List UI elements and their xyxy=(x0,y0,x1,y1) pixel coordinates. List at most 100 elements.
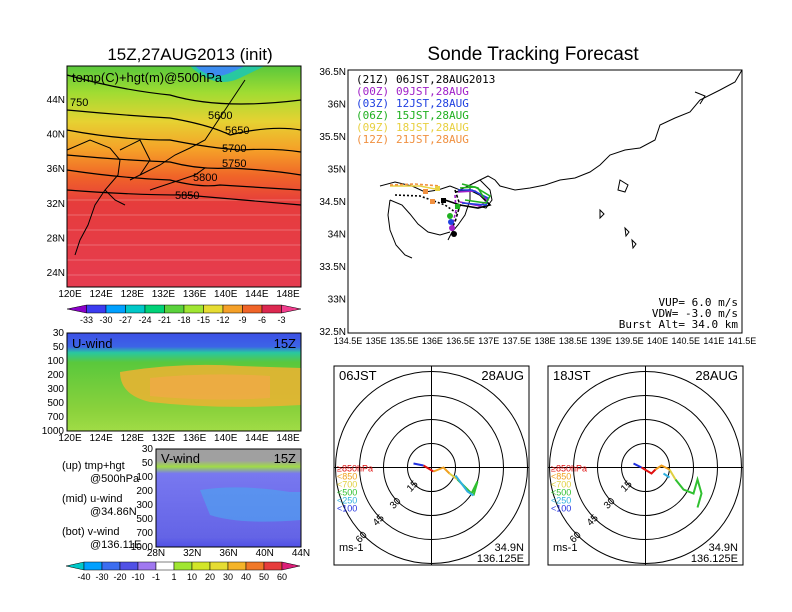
hodograph-unit: ms-1 xyxy=(553,542,577,554)
lon-tick: 137E xyxy=(478,336,499,346)
contour-labels: 750 5600 5650 5700 5750 5800 5850 xyxy=(70,97,249,202)
lat-tick: 32N xyxy=(47,199,65,210)
lon-tick: 139.5E xyxy=(615,336,644,346)
note-line: (up) tmp+hgt xyxy=(62,460,125,472)
lon-tick: 132E xyxy=(152,433,176,444)
colorbar-label: -15 xyxy=(197,315,210,325)
lon-tick: 144E xyxy=(245,433,269,444)
lat-tick: 35N xyxy=(328,165,346,176)
lon-tick: 140E xyxy=(214,433,238,444)
lon-tick: 135E xyxy=(366,336,387,346)
launch-date: 06JST,28AUG2013 xyxy=(396,73,495,86)
colorbar-label: -30 xyxy=(99,315,112,325)
colorbar-swatch xyxy=(155,561,175,571)
level-legend-entry: <100 xyxy=(551,504,571,514)
lon-tick: 136E xyxy=(183,289,207,300)
lon-tick: 120E xyxy=(58,289,82,300)
level-legend-entry: <700 xyxy=(551,480,571,490)
level-legend-entry: <250 xyxy=(551,496,571,506)
colorbar-swatch xyxy=(245,561,265,571)
v-wind-colorbar: -40 -30 -20 -10 -1 1 10 20 30 40 50 60 xyxy=(65,561,301,582)
colorbar-swatch xyxy=(65,561,85,571)
hodograph-trace xyxy=(422,464,435,473)
colorbar-swatch xyxy=(222,304,243,314)
lon-tick: 148E xyxy=(276,289,300,300)
launch-time: (12Z) xyxy=(356,133,389,146)
lon-tick: 140E xyxy=(647,336,668,346)
colorbar-label: -21 xyxy=(158,315,171,325)
lat-tick: 44N xyxy=(292,548,310,559)
lat-tick: 34.5N xyxy=(319,197,346,208)
pressure-tick: 30 xyxy=(53,328,65,339)
colorbar-swatch xyxy=(86,304,107,314)
lon-tick: 141E xyxy=(703,336,724,346)
hodograph-time: 18JST xyxy=(553,368,591,383)
colorbar-label: 10 xyxy=(187,572,197,582)
note-line: @136.11E xyxy=(90,539,141,551)
u-wind-x-ticks: 120E 124E 128E 132E 136E 140E 144E 148E xyxy=(58,433,300,444)
colorbar-label: 1 xyxy=(171,572,176,582)
pressure-tick: 100 xyxy=(47,356,64,367)
colorbar-swatch xyxy=(164,304,185,314)
colorbar-label: -20 xyxy=(113,572,126,582)
lat-tick: 36N xyxy=(219,548,237,559)
colorbar-label: -10 xyxy=(131,572,144,582)
hodograph-lon: 136.125E xyxy=(691,553,738,565)
lat-tick: 36N xyxy=(47,164,65,175)
contour-label: 5650 xyxy=(225,125,249,137)
colorbar-label: 40 xyxy=(241,572,251,582)
pressure-tick: 300 xyxy=(47,384,64,395)
lon-tick: 136E xyxy=(183,433,207,444)
colorbar-swatch xyxy=(137,561,157,571)
colorbar-label: -40 xyxy=(77,572,90,582)
colorbar-swatch xyxy=(183,304,204,314)
pressure-tick: 700 xyxy=(136,528,153,539)
lat-tick: 24N xyxy=(47,268,65,279)
lon-tick: 148E xyxy=(276,433,300,444)
u-wind-time: 15Z xyxy=(274,336,296,351)
tracking-title: Sonde Tracking Forecast xyxy=(427,44,639,65)
pressure-tick: 50 xyxy=(53,342,65,353)
hodograph-time: 06JST xyxy=(339,368,377,383)
hodograph-lat: 34.9N xyxy=(709,542,738,554)
lon-tick: 120E xyxy=(58,433,82,444)
hodograph-trace xyxy=(433,466,451,475)
level-legend-entry: <250 xyxy=(337,496,357,506)
launch-date: 12JST,28AUG xyxy=(396,97,469,110)
launch-legend: (21Z) 06JST,28AUG2013 (00Z) 09JST,28AUG (03Z… xyxy=(356,73,495,146)
note-line: @500hPa xyxy=(90,473,140,485)
colorbar-swatch xyxy=(101,561,121,571)
pressure-tick: 1000 xyxy=(42,426,65,437)
tracking-frame xyxy=(347,69,743,334)
pressure-tick: 700 xyxy=(47,412,64,423)
lat-tick: 40N xyxy=(256,548,274,559)
lon-tick: 128E xyxy=(121,289,145,300)
launch-time: (00Z) xyxy=(356,85,389,98)
pressure-tick: 100 xyxy=(136,472,153,483)
colorbar-label: -30 xyxy=(95,572,108,582)
colorbar-label: -9 xyxy=(238,315,246,325)
tracking-lon-ticks: 134.5E 135E 135.5E 136E 136.5E 137E 137.5E 138E… xyxy=(334,336,757,346)
colorbar-label: -24 xyxy=(138,315,151,325)
colorbar-swatch xyxy=(173,561,193,571)
colorbar-swatch xyxy=(281,304,302,314)
lon-tick: 139E xyxy=(591,336,612,346)
colorbar-swatch xyxy=(227,561,247,571)
contour-label: 5800 xyxy=(193,172,217,184)
hodograph-lon: 136.125E xyxy=(477,553,524,565)
launch-date: 15JST,28AUG xyxy=(396,109,469,122)
colorbar-label: -18 xyxy=(177,315,190,325)
map-title: 15Z,27AUG2013 (init) xyxy=(107,45,272,64)
lat-tick: 36N xyxy=(328,100,346,111)
lat-tick: 35.5N xyxy=(319,132,346,143)
v-wind-panel: V-wind 15Z 30 50 100 200 300 500 700 1000 28N 32… xyxy=(65,444,310,582)
contour-label: 750 xyxy=(70,97,88,109)
level-legend-entry: ≥850hPa xyxy=(551,464,587,474)
lon-tick: 140E xyxy=(214,289,238,300)
u-wind-frame xyxy=(66,332,302,432)
hodograph-trace xyxy=(668,468,677,481)
lon-tick: 136.5E xyxy=(446,336,475,346)
lon-tick: 128E xyxy=(121,433,145,444)
